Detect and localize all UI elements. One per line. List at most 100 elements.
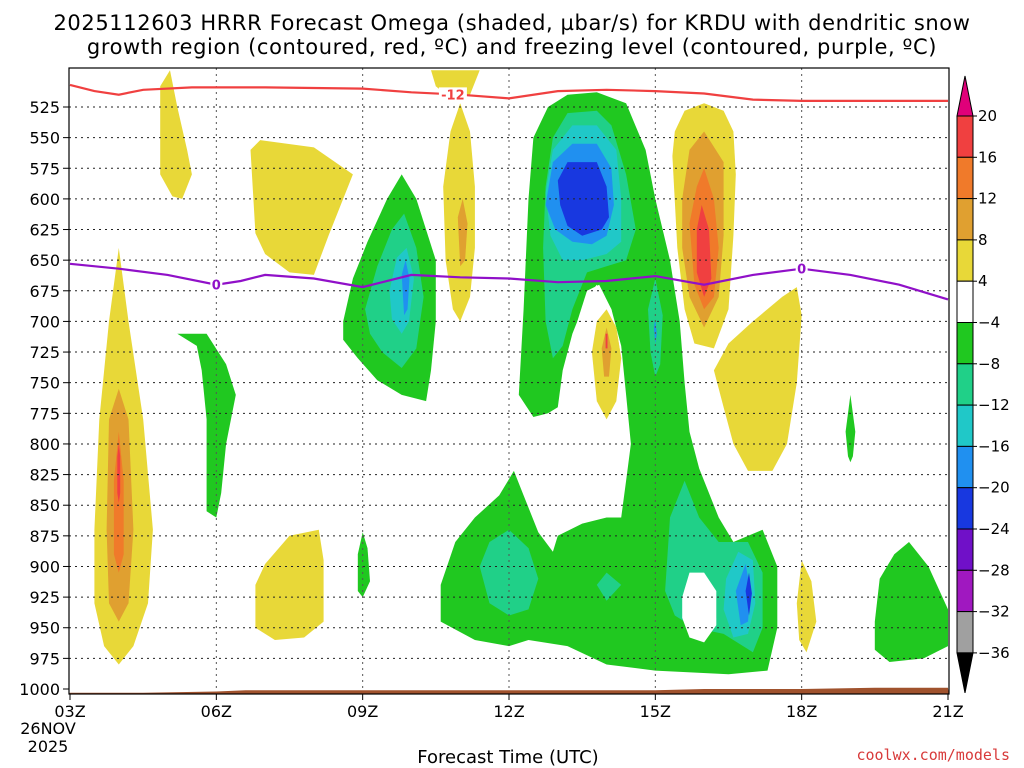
colorbar-label--20: −20 [978,479,1010,497]
y-axis: 525 550 575 600 625 650 675 700 725 750 775 800 825 8… [19,98,69,699]
colorbar-bin-12 [956,156,974,200]
y-tick-label-825: 825 [29,466,60,485]
colorbar-label-20: 20 [978,107,997,125]
omega-region-yellow-07z [250,140,353,275]
omega-region-orange-11z [457,198,468,267]
y-tick-label-775: 775 [29,404,60,423]
y-tick-label-850: 850 [29,496,60,515]
x-tick-label-03Z: 03Z [54,702,85,721]
freezing-level-contour [69,262,949,301]
omega-region-yellow-17z [713,287,802,471]
contours: -12 0 0 [69,83,949,694]
omega-region-green-06z [177,333,236,518]
omega-region-red-0345 [117,443,121,503]
omega-shading [94,70,948,675]
y-tick-label-750: 750 [29,374,60,393]
omega-region-cyan-0910 [389,247,414,334]
colorbar-label--36: −36 [978,644,1010,662]
freezing-level-contour-label-bg [795,261,808,276]
y-tick-label-950: 950 [29,619,60,638]
chart-title-line1: 2025112603 HRRR Forecast Omega (shaded, … [53,11,970,35]
x-tick-label-09Z: 09Z [347,702,378,721]
x-axis-title: Forecast Time (UTC) [417,747,598,768]
colorbar-label-16: 16 [978,148,997,166]
colorbar-bottom-arrow [956,652,974,693]
y-tick-label-875: 875 [29,527,60,546]
x-tick-label-06Z: 06Z [201,702,232,721]
y-tick-label-725: 725 [29,343,60,362]
y-tick-label-975: 975 [29,649,60,668]
colorbar-label--32: −32 [978,603,1010,621]
y-tick-label-900: 900 [29,557,60,576]
omega-region-green-20z [874,542,948,662]
colorbar-bin--20 [956,445,974,489]
omega-region-dkblue-17z [745,572,752,616]
x-tick-label-15Z: 15Z [640,702,671,721]
omega-region-yellow-05z [160,70,192,199]
grid [69,68,949,694]
y-tick-label-650: 650 [29,251,60,270]
freezing-level-contour-label-bg [210,277,223,292]
colorbar-bin-8 [956,198,974,241]
colorbar-label--24: −24 [978,520,1010,538]
omega-region-mint-14z-low [596,572,622,601]
omega-region-blue-1415 [653,319,657,344]
x-tick-label-21Z: 21Z [932,702,963,721]
freezing-level-contour-label-0: 0 [212,279,221,294]
omega-region-green-09z-low [357,532,370,598]
colorbar-bin-16 [956,115,974,158]
omega-region-orange-14z-inner [601,327,612,377]
colorbar-label-8: 8 [978,231,988,249]
colorbar-label--8: −8 [978,355,1000,373]
colorbar-label-12: 12 [978,190,997,208]
x-tick-label-12Z: 12Z [493,702,524,721]
colorbar-top-arrow [956,75,974,117]
x-axis: 03Z 06Z 09Z 12Z 15Z 18Z 21Z [54,694,964,721]
colorbar-bin-4 [956,239,974,282]
x-tick-label-18Z: 18Z [786,702,817,721]
colorbar-bin--24 [956,487,974,530]
omega-region-blue-17z [735,564,751,626]
omega-region-red-14z-inner [605,333,608,349]
credit-text: coolwx.com/models [856,746,1010,764]
y-tick-label-800: 800 [29,435,60,454]
omega-region-green-19z [845,394,856,463]
colorbar-bin--4 [956,280,974,324]
colorbar: 20 16 12 8 4 −4 −8 −12 −16 −20 −24 −28 −32 −36 [956,75,1010,693]
y-tick-label-525: 525 [29,98,60,117]
colorbar-label--12: −12 [978,396,1010,414]
colorbar-bin--12 [956,363,974,406]
omega-region-yellow-11z [443,103,475,322]
colorbar-label--28: −28 [978,561,1010,579]
dgz-contour [69,83,948,102]
y-tick-label-550: 550 [29,129,60,148]
colorbar-bin--16 [956,404,974,447]
freezing-level-contour-label-1: 0 [797,263,806,278]
y-tick-label-675: 675 [29,282,60,301]
colorbar-bin--36 [956,611,974,654]
omega-region-yellow-18z-low [796,560,817,653]
y-tick-label-625: 625 [29,221,60,240]
date-day: 26NOV [20,719,76,738]
y-tick-label-700: 700 [29,312,60,331]
colorbar-bin--28 [956,528,974,571]
omega-region-blue-0910 [401,260,410,316]
y-tick-label-575: 575 [29,159,60,178]
colorbar-bin--32 [956,569,974,613]
omega-region-dkblue-main [557,162,609,236]
y-tick-label-600: 600 [29,190,60,209]
colorbar-label-4: 4 [978,272,988,290]
date-year: 2025 [28,737,69,756]
colorbar-label--16: −16 [978,437,1010,455]
y-tick-label-925: 925 [29,588,60,607]
surface-terrain [69,687,949,694]
omega-region-red-16z [696,205,712,297]
dgz-contour-label-bg [438,87,467,102]
omega-region-yellow-0709-low [255,529,324,640]
y-tick-label-1000: 1000 [19,680,60,699]
dgz-contour-label-0: -12 [441,88,465,103]
colorbar-label--4: −4 [978,314,1000,332]
omega-region-white-hole-16z [682,572,717,643]
colorbar-bin--8 [956,322,974,365]
